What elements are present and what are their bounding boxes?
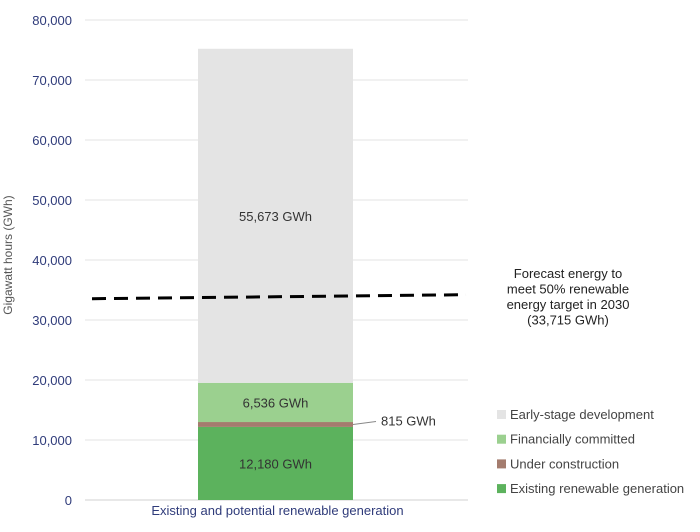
bar-segment bbox=[198, 382, 353, 423]
y-tick-label: 80,000 bbox=[32, 13, 72, 28]
target-annotation-line: (33,715 GWh) bbox=[527, 313, 609, 328]
y-axis-ticks: 0 10,000 20,000 30,000 40,000 50,000 60,000 70,… bbox=[32, 13, 72, 508]
y-tick-label: 70,000 bbox=[32, 73, 72, 88]
legend-swatch bbox=[497, 434, 506, 444]
legend: Early-stage development Financially commi… bbox=[497, 407, 684, 496]
segment-label: 55,673 GWh bbox=[239, 209, 312, 224]
legend-label: Early-stage development bbox=[510, 407, 654, 422]
y-tick-label: 40,000 bbox=[32, 253, 72, 268]
legend-swatch bbox=[497, 484, 506, 494]
segment-label: 6,536 GWh bbox=[243, 395, 309, 410]
legend-swatch bbox=[497, 410, 506, 419]
y-tick-label: 20,000 bbox=[32, 373, 72, 388]
y-tick-label: 60,000 bbox=[32, 133, 72, 148]
bar-segment bbox=[198, 422, 353, 427]
y-tick-label: 0 bbox=[65, 493, 72, 508]
target-annotation-line: energy target in 2030 bbox=[507, 297, 630, 312]
segment-label: 12,180 GWh bbox=[239, 456, 312, 471]
legend-swatch bbox=[497, 459, 506, 469]
bar-segment bbox=[198, 48, 353, 383]
legend-label: Financially committed bbox=[510, 432, 635, 447]
label-leader-line bbox=[352, 420, 377, 425]
y-tick-label: 50,000 bbox=[32, 193, 72, 208]
legend-label: Under construction bbox=[510, 456, 619, 471]
target-dashed-line bbox=[91, 293, 467, 301]
segment-labels: 12,180 GWh 815 GWh 6,536 GWh 55,673 GWh bbox=[239, 209, 436, 472]
y-axis-label: Gigawatt hours (GWh) bbox=[1, 195, 15, 314]
y-tick-label: 30,000 bbox=[32, 313, 72, 328]
x-category-label: Existing and potential renewable generat… bbox=[151, 503, 403, 518]
bar-stack bbox=[198, 48, 353, 500]
segment-label: 815 GWh bbox=[381, 413, 436, 428]
target-annotation-line: meet 50% renewable bbox=[507, 282, 629, 297]
target-annotation-line: Forecast energy to bbox=[514, 266, 622, 281]
y-tick-label: 10,000 bbox=[32, 433, 72, 448]
bar-segment bbox=[198, 426, 353, 500]
legend-label: Existing renewable generation bbox=[510, 481, 684, 496]
